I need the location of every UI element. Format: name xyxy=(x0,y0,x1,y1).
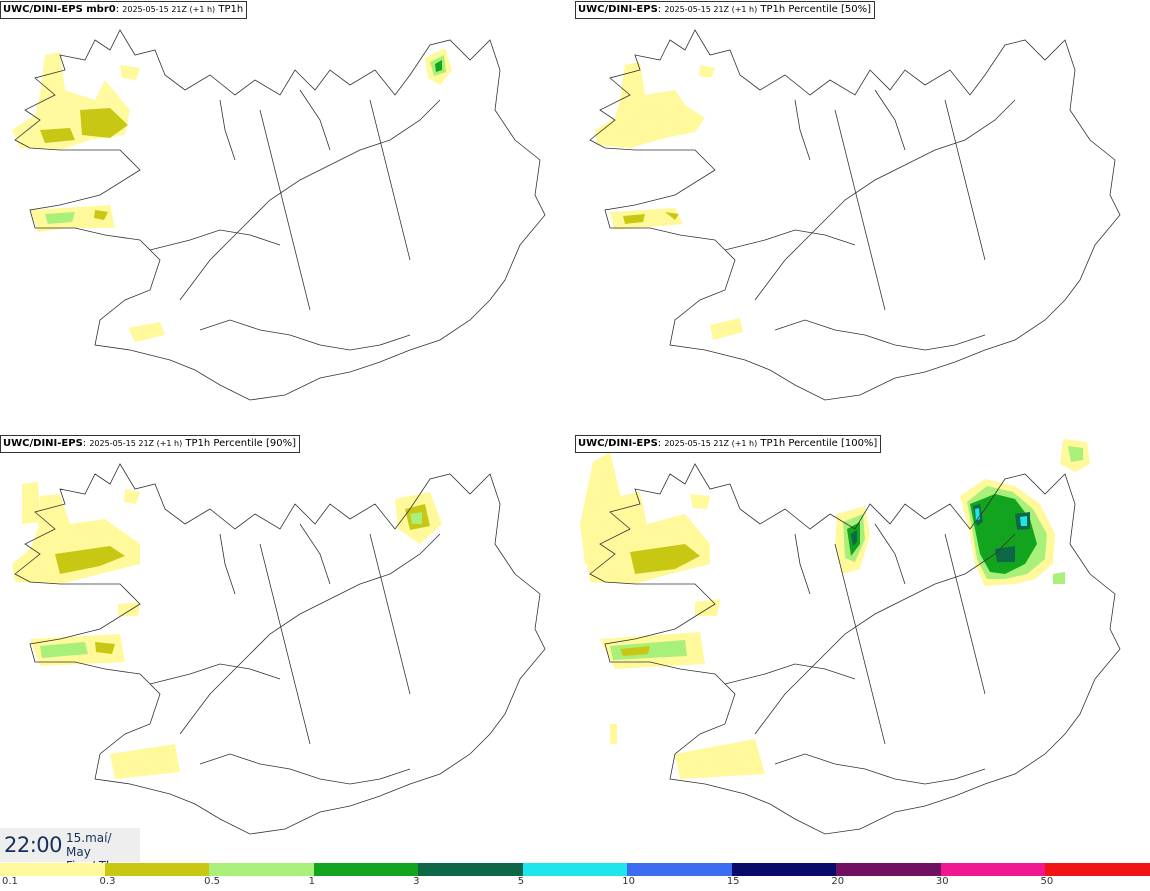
coastline xyxy=(14,463,546,835)
legend-swatch xyxy=(209,863,315,876)
legend-tick-label: 0.1 xyxy=(2,876,18,887)
panel-title: UWC/DINI-EPS mbr0: 2025-05-15 21Z (+1 h)… xyxy=(0,1,248,19)
legend-tick-label: 20 xyxy=(831,876,845,887)
legend-swatch xyxy=(940,863,1046,876)
coastline xyxy=(14,29,546,401)
panel-param: TP1h Percentile [90%] xyxy=(185,438,296,449)
precip-layer xyxy=(595,62,743,340)
panel-title: UWC/DINI-EPS: 2025-05-15 21Z (+1 h) TP1h… xyxy=(575,435,882,453)
legend-tick-label: 1 xyxy=(308,876,315,887)
panel-param: TP1h xyxy=(218,4,244,15)
legend-tick-label: 50 xyxy=(1040,876,1054,887)
iceland-map xyxy=(589,29,1121,401)
panel-run: 2025-05-15 21Z (+1 h) xyxy=(664,439,758,448)
legend-tick-label: 3 xyxy=(413,876,420,887)
panel-run: 2025-05-15 21Z (+1 h) xyxy=(89,439,183,448)
legend-tick-label: 15 xyxy=(726,876,740,887)
legend-tick-label: 0.5 xyxy=(204,876,220,887)
panel-param: TP1h Percentile [50%] xyxy=(760,4,871,15)
coastline xyxy=(589,463,1121,835)
legend-swatch xyxy=(1045,863,1150,876)
precip-layer xyxy=(580,439,1090,779)
panel-title: UWC/DINI-EPS: 2025-05-15 21Z (+1 h) TP1h… xyxy=(0,435,300,453)
map-panel-p50: UWC/DINI-EPS: 2025-05-15 21Z (+1 h) TP1h… xyxy=(575,0,1150,430)
valid-date-line1: 15.maí/ May xyxy=(66,831,112,859)
precip-layer xyxy=(12,48,452,342)
iceland-map xyxy=(580,439,1121,835)
panel-param: TP1h Percentile [100%] xyxy=(760,438,878,449)
valid-time: 22:00 xyxy=(4,833,63,857)
legend-tick-label: 5 xyxy=(517,876,525,887)
iceland-map xyxy=(12,29,546,401)
precip-layer xyxy=(12,482,442,779)
coastline xyxy=(589,29,1121,401)
map-panel-member0: UWC/DINI-EPS mbr0: 2025-05-15 21Z (+1 h)… xyxy=(0,0,575,430)
map-panel-p90: UWC/DINI-EPS: 2025-05-15 21Z (+1 h) TP1h… xyxy=(0,434,575,864)
legend-tick-label: 10 xyxy=(622,876,635,887)
panel-title: UWC/DINI-EPS: 2025-05-15 21Z (+1 h) TP1h… xyxy=(575,1,875,19)
legend-swatch xyxy=(836,863,942,876)
legend-swatch xyxy=(418,863,524,876)
legend-labels: 0.1 0.3 0.5 1 3 5 10 15 20 30 50 xyxy=(0,876,1150,891)
legend-swatch xyxy=(731,863,837,876)
legend-swatch xyxy=(0,863,106,876)
panel-run: 2025-05-15 21Z (+1 h) xyxy=(122,5,216,14)
iceland-map xyxy=(12,463,546,835)
legend-swatch xyxy=(104,863,210,876)
legend-tick-label: 0.3 xyxy=(99,876,116,887)
panel-model: UWC/DINI-EPS xyxy=(3,438,83,449)
panel-model: UWC/DINI-EPS xyxy=(578,4,658,15)
panel-model: UWC/DINI-EPS xyxy=(578,438,658,449)
panel-model: UWC/DINI-EPS mbr0 xyxy=(3,4,116,15)
legend-swatch xyxy=(313,863,419,876)
map-panel-p100: UWC/DINI-EPS: 2025-05-15 21Z (+1 h) TP1h… xyxy=(575,434,1150,864)
legend-colorbar xyxy=(0,863,1150,876)
legend-swatch xyxy=(522,863,628,876)
legend-tick-label: 30 xyxy=(935,876,949,887)
valid-time-box: 22:00 15.maí/ May Fim./ Thu xyxy=(0,828,140,873)
legend-swatch xyxy=(627,863,733,876)
panel-run: 2025-05-15 21Z (+1 h) xyxy=(664,5,758,14)
